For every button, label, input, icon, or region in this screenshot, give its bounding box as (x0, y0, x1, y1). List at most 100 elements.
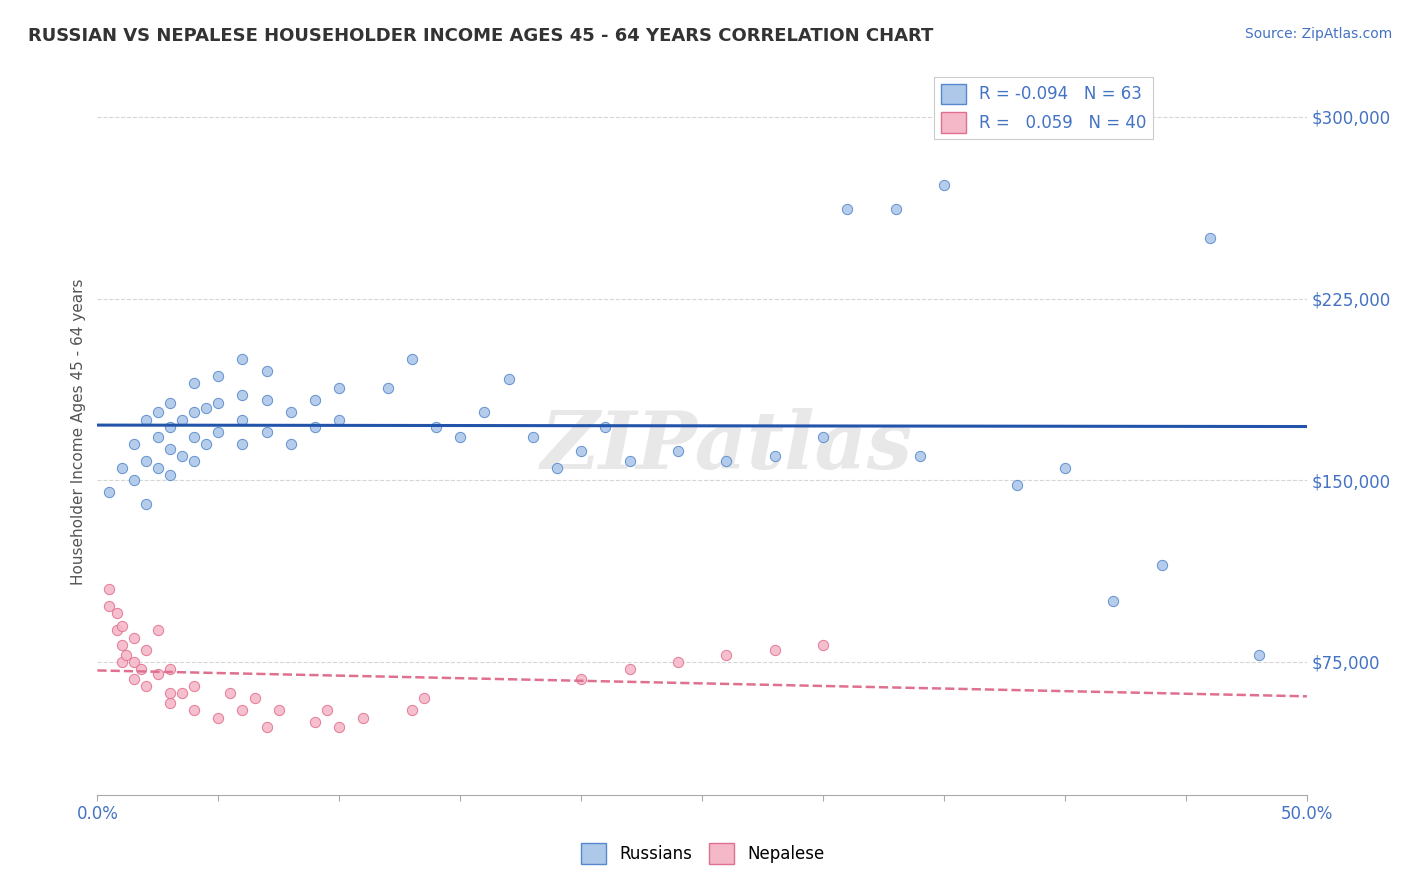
Point (183, 679, 205, 693)
Point (304, 420, 326, 434)
Point (1150, 558, 1173, 572)
Point (811, 638, 834, 652)
Point (231, 352, 253, 367)
Point (231, 388, 253, 402)
Point (159, 662, 181, 676)
Point (195, 401, 218, 415)
Point (159, 420, 181, 434)
Point (105, 607, 128, 621)
Point (716, 648, 738, 662)
Point (474, 405, 496, 419)
Point (129, 662, 152, 676)
Point (243, 691, 266, 706)
Point (401, 703, 423, 717)
Point (183, 703, 205, 717)
Point (105, 624, 128, 638)
Point (231, 437, 253, 451)
Point (146, 667, 169, 681)
Point (183, 454, 205, 468)
Point (280, 437, 302, 451)
Point (170, 686, 193, 700)
Point (135, 454, 157, 468)
Point (256, 364, 278, 378)
Point (135, 412, 157, 426)
Point (183, 376, 205, 391)
Point (413, 691, 436, 706)
Point (146, 405, 169, 419)
Point (256, 425, 278, 439)
Point (122, 655, 145, 669)
Point (666, 444, 689, 458)
Point (170, 449, 193, 463)
Point (569, 444, 592, 458)
Text: Source: ZipAtlas.com: Source: ZipAtlas.com (1244, 27, 1392, 41)
Point (932, 178, 955, 192)
Point (522, 430, 544, 444)
Point (135, 498, 157, 512)
Point (256, 720, 278, 734)
Point (908, 449, 931, 463)
Point (122, 672, 145, 686)
Point (183, 405, 205, 419)
Point (498, 371, 520, 385)
Point (122, 437, 145, 451)
Text: RUSSIAN VS NEPALESE HOUSEHOLDER INCOME AGES 45 - 64 YEARS CORRELATION CHART: RUSSIAN VS NEPALESE HOUSEHOLDER INCOME A… (28, 27, 934, 45)
Point (716, 454, 738, 468)
Point (811, 430, 834, 444)
Point (328, 381, 350, 395)
Point (1005, 478, 1028, 492)
Point (231, 703, 253, 717)
Point (195, 437, 218, 451)
Point (98, 485, 121, 500)
Point (98, 599, 121, 614)
Point (159, 686, 181, 700)
Point (98, 582, 121, 597)
Point (110, 461, 132, 475)
Point (115, 648, 138, 662)
Point (219, 686, 242, 700)
Point (666, 655, 689, 669)
Point (352, 710, 374, 724)
Point (280, 405, 302, 419)
Point (122, 631, 145, 645)
Point (122, 473, 145, 487)
Point (207, 395, 229, 409)
Point (304, 715, 326, 730)
Point (401, 352, 423, 367)
Point (316, 703, 339, 717)
Point (110, 655, 132, 669)
Point (763, 449, 786, 463)
Point (110, 638, 132, 652)
Text: ZIPatlas: ZIPatlas (540, 408, 912, 485)
Point (1102, 594, 1125, 608)
Point (837, 202, 859, 216)
Point (159, 468, 181, 483)
Point (256, 393, 278, 408)
Point (595, 420, 617, 434)
Point (170, 412, 193, 426)
Point (449, 430, 471, 444)
Point (1053, 461, 1076, 475)
Legend: Russians, Nepalese: Russians, Nepalese (575, 837, 831, 871)
Point (304, 393, 326, 408)
Point (377, 381, 399, 395)
Point (884, 202, 907, 216)
Y-axis label: Householder Income Ages 45 - 64 years: Householder Income Ages 45 - 64 years (72, 278, 86, 585)
Point (159, 442, 181, 456)
Point (135, 642, 157, 657)
Point (207, 425, 229, 439)
Point (231, 412, 253, 426)
Point (135, 679, 157, 693)
Point (110, 618, 132, 632)
Point (328, 720, 350, 734)
Point (267, 703, 290, 717)
Point (763, 642, 786, 657)
Point (546, 461, 568, 475)
Point (207, 710, 229, 724)
Point (425, 420, 447, 434)
Point (569, 672, 592, 686)
Point (207, 369, 229, 384)
Point (159, 395, 181, 409)
Point (1247, 648, 1270, 662)
Point (146, 430, 169, 444)
